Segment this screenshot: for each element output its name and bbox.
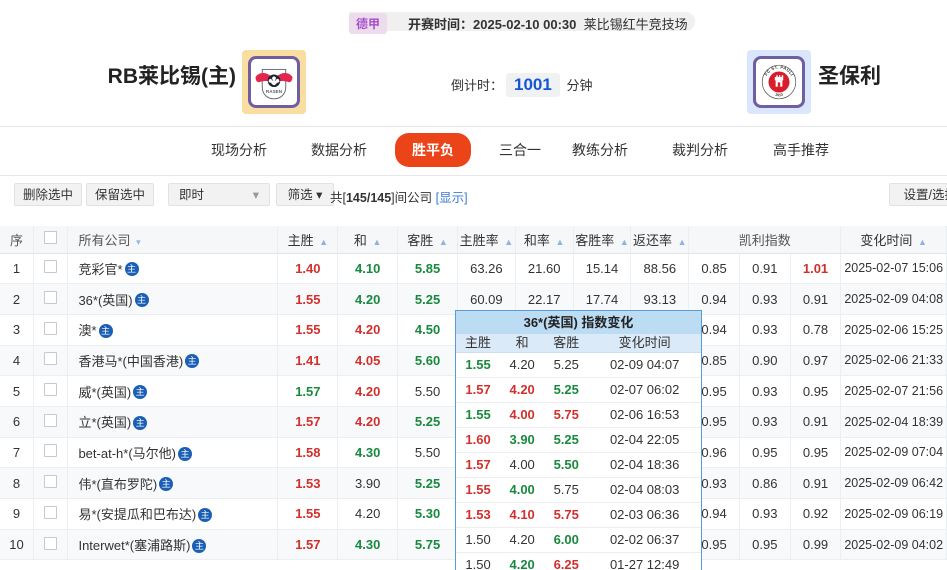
svg-text:1910: 1910	[775, 93, 784, 98]
svg-text:RASEN: RASEN	[266, 89, 283, 94]
